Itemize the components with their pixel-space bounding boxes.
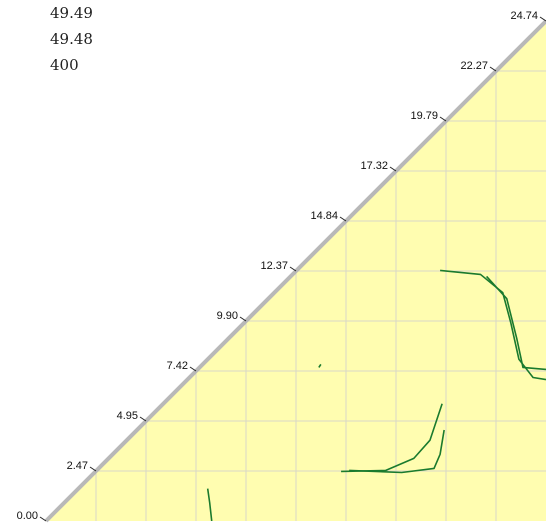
tick-label: 14.84 <box>310 210 338 222</box>
tick-mark <box>289 266 297 272</box>
header-value-1: 49.49 <box>50 4 93 22</box>
tick-label: 19.79 <box>410 110 438 122</box>
tick-mark <box>239 316 247 322</box>
tick-mark <box>39 516 47 522</box>
curves <box>206 269 546 521</box>
curve-2 <box>485 275 546 371</box>
tick-label: 17.32 <box>360 160 388 172</box>
header-value-3: 400 <box>50 56 79 74</box>
tick-mark <box>489 66 497 72</box>
tick-mark <box>89 466 97 472</box>
tick-label: 24.74 <box>510 10 538 22</box>
tick-mark <box>389 166 397 172</box>
tick-label: 2.47 <box>67 460 88 472</box>
tick-mark <box>539 16 546 22</box>
tick-label: 0.00 <box>17 510 38 522</box>
tick-label: 7.42 <box>167 360 188 372</box>
tick-label: 9.90 <box>217 310 238 322</box>
tick-label: 22.27 <box>460 60 488 72</box>
header-value-2: 49.48 <box>50 30 93 48</box>
tick-mark <box>339 216 347 222</box>
diagonal-ticks: 0.00 2.47 4.95 7.42 9.90 12.37 14.84 17.32 19.79… <box>17 10 546 522</box>
tick-mark <box>439 116 447 122</box>
tick-label: 4.95 <box>117 410 138 422</box>
tick-mark <box>189 366 197 372</box>
curve-5 <box>206 488 213 521</box>
curve-4 <box>349 429 445 474</box>
curve-6 <box>318 363 322 368</box>
curve-1 <box>440 269 546 381</box>
tick-label: 12.37 <box>260 260 288 272</box>
tick-mark <box>139 416 147 422</box>
